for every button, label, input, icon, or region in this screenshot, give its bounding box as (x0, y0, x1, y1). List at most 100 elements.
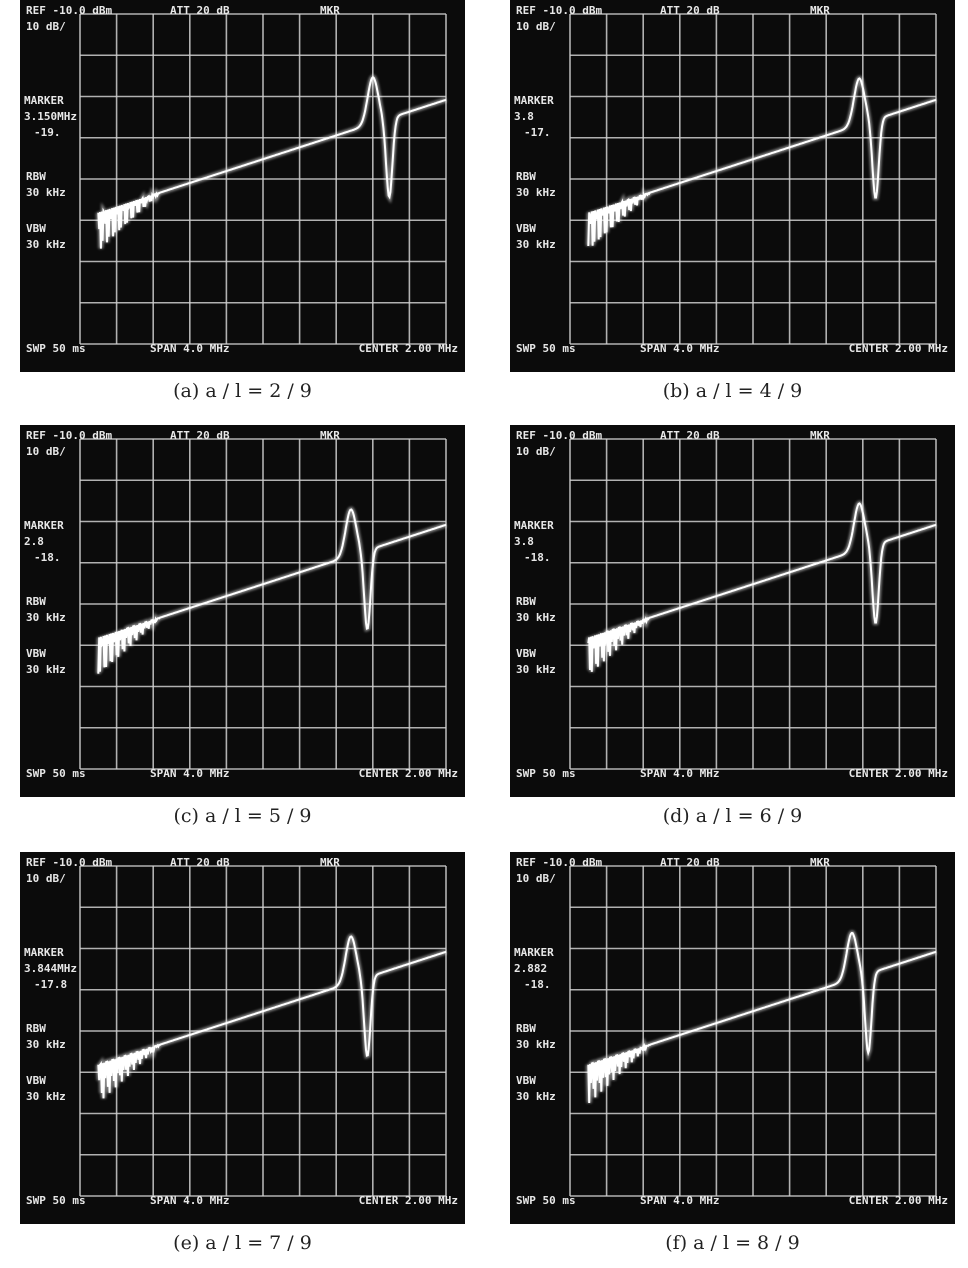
screen-text: MKR (320, 856, 340, 869)
screen-text: 30 kHz (26, 663, 66, 676)
screen-text: 10 dB/ (516, 872, 556, 885)
screen-text: 30 kHz (516, 611, 556, 624)
screen-text: 10 dB/ (516, 20, 556, 33)
trace (97, 508, 447, 674)
screen-text: VBW (516, 222, 536, 235)
panel-caption: (d) a / l = 6 / 9 (663, 805, 803, 827)
screen-text: 2.882 (514, 962, 547, 975)
spectrum-panel: REF -10.0 dBm 10 dB/ATT 20 dB MKR MARKER 2.8… (20, 425, 465, 797)
screen-text: REF -10.0 dBm (516, 4, 602, 17)
screen-text: ATT 20 dB (660, 856, 720, 869)
screen-text: MARKER (24, 519, 64, 532)
screen-text: VBW (26, 647, 46, 660)
screen-text: MARKER (514, 519, 554, 532)
screen-text: ATT 20 dB (170, 429, 230, 442)
screen-text: 3.844MHz (24, 962, 77, 975)
screen-text: CENTER 2.00 MHz (359, 767, 458, 780)
spectrum-panel: REF -10.0 dBm 10 dB/ATT 20 dB MKR MARKER 3.8… (20, 852, 465, 1224)
screen (20, 852, 465, 1224)
screen-text: MARKER (24, 94, 64, 107)
screen-text: 30 kHz (26, 1090, 66, 1103)
screen-text: SPAN 4.0 MHz (640, 767, 719, 780)
screen-text: SWP 50 ms (516, 767, 576, 780)
screen-text: CENTER 2.00 MHz (359, 342, 458, 355)
spectrum-panel: REF -10.0 dBm 10 dB/ATT 20 dB MKR MARKER 3.8… (510, 425, 955, 797)
spectrum-panel: REF -10.0 dBm 10 dB/ATT 20 dB MKR MARKER 3.1… (20, 0, 465, 372)
screen-text: -17. (524, 126, 551, 139)
screen-text: 30 kHz (26, 1038, 66, 1051)
screen-text: 10 dB/ (26, 872, 66, 885)
screen-text: SWP 50 ms (26, 342, 86, 355)
screen-text: -18. (34, 551, 61, 564)
screen-text: RBW (516, 595, 536, 608)
screen-text: 3.150MHz (24, 110, 77, 123)
screen-text: SWP 50 ms (26, 767, 86, 780)
trace (97, 935, 447, 1099)
screen-text: 30 kHz (516, 1038, 556, 1051)
screen-text: CENTER 2.00 MHz (359, 1194, 458, 1207)
screen-text: 3.8 (514, 110, 534, 123)
panel-caption: (a) a / l = 2 / 9 (173, 380, 312, 402)
screen-text: VBW (516, 1074, 536, 1087)
screen-text: -18. (524, 551, 551, 564)
screen-text: CENTER 2.00 MHz (849, 342, 948, 355)
screen-text: 10 dB/ (516, 445, 556, 458)
trace (587, 502, 937, 672)
screen-text: SPAN 4.0 MHz (150, 1194, 229, 1207)
spectrum-panel: REF -10.0 dBm 10 dB/ATT 20 dB MKR MARKER 2.8… (510, 852, 955, 1224)
screen-text: 3.8 (514, 535, 534, 548)
screen-text: 30 kHz (26, 611, 66, 624)
screen-text: -19. (34, 126, 61, 139)
screen-text: CENTER 2.00 MHz (849, 767, 948, 780)
screen-text: ATT 20 dB (660, 4, 720, 17)
screen-text: RBW (26, 170, 46, 183)
panel-caption: (b) a / l = 4 / 9 (663, 380, 803, 402)
screen-text: MKR (320, 4, 340, 17)
screen (510, 425, 955, 797)
screen-text: -18. (524, 978, 551, 991)
screen-text: REF -10.0 dBm (26, 4, 112, 17)
screen-text: 10 dB/ (26, 445, 66, 458)
screen-text: MKR (320, 429, 340, 442)
screen-text: SWP 50 ms (26, 1194, 86, 1207)
screen-text: 30 kHz (516, 186, 556, 199)
screen-text: ATT 20 dB (170, 856, 230, 869)
screen-text: MKR (810, 856, 830, 869)
screen-text: CENTER 2.00 MHz (849, 1194, 948, 1207)
screen-text: MARKER (514, 946, 554, 959)
spectrum-panel: REF -10.0 dBm 10 dB/ATT 20 dB MKR MARKER 3.8… (510, 0, 955, 372)
screen (510, 852, 955, 1224)
screen-text: ATT 20 dB (170, 4, 230, 17)
screen-text: 30 kHz (516, 238, 556, 251)
trace (587, 931, 937, 1104)
screen-text: SPAN 4.0 MHz (640, 1194, 719, 1207)
screen-text: VBW (516, 647, 536, 660)
screen-text: SPAN 4.0 MHz (640, 342, 719, 355)
screen-text: RBW (516, 170, 536, 183)
screen (20, 425, 465, 797)
screen-text: 2.8 (24, 535, 44, 548)
screen-text: 30 kHz (516, 1090, 556, 1103)
screen-text: 30 kHz (26, 186, 66, 199)
screen-text: MARKER (514, 94, 554, 107)
screen-text: 10 dB/ (26, 20, 66, 33)
screen-text: MARKER (24, 946, 64, 959)
trace (97, 76, 447, 249)
screen-text: SWP 50 ms (516, 342, 576, 355)
screen-text: VBW (26, 222, 46, 235)
screen-text: REF -10.0 dBm (26, 856, 112, 869)
panel-caption: (e) a / l = 7 / 9 (173, 1232, 312, 1254)
screen-text: VBW (26, 1074, 46, 1087)
panel-caption: (f) a / l = 8 / 9 (665, 1232, 799, 1254)
screen-text: 30 kHz (516, 663, 556, 676)
screen-text: RBW (26, 1022, 46, 1035)
screen-text: RBW (26, 595, 46, 608)
screen-text: MKR (810, 4, 830, 17)
screen-text: SPAN 4.0 MHz (150, 767, 229, 780)
panel-caption: (c) a / l = 5 / 9 (173, 805, 311, 827)
screen-text: ATT 20 dB (660, 429, 720, 442)
screen-text: REF -10.0 dBm (516, 429, 602, 442)
trace (587, 77, 937, 247)
screen-text: SPAN 4.0 MHz (150, 342, 229, 355)
